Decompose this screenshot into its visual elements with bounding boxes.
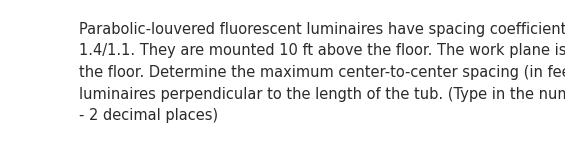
Text: luminaires perpendicular to the length of the tub. (Type in the number only: luminaires perpendicular to the length o…	[79, 87, 565, 102]
Text: the floor. Determine the maximum center-to-center spacing (in feet) of the: the floor. Determine the maximum center-…	[79, 65, 565, 80]
Text: Parabolic-louvered fluorescent luminaires have spacing coefficients of: Parabolic-louvered fluorescent luminaire…	[79, 22, 565, 37]
Text: - 2 decimal places): - 2 decimal places)	[79, 108, 218, 123]
Text: 1.4/1.1. They are mounted 10 ft above the floor. The work plane is 28 in from: 1.4/1.1. They are mounted 10 ft above th…	[79, 43, 565, 58]
